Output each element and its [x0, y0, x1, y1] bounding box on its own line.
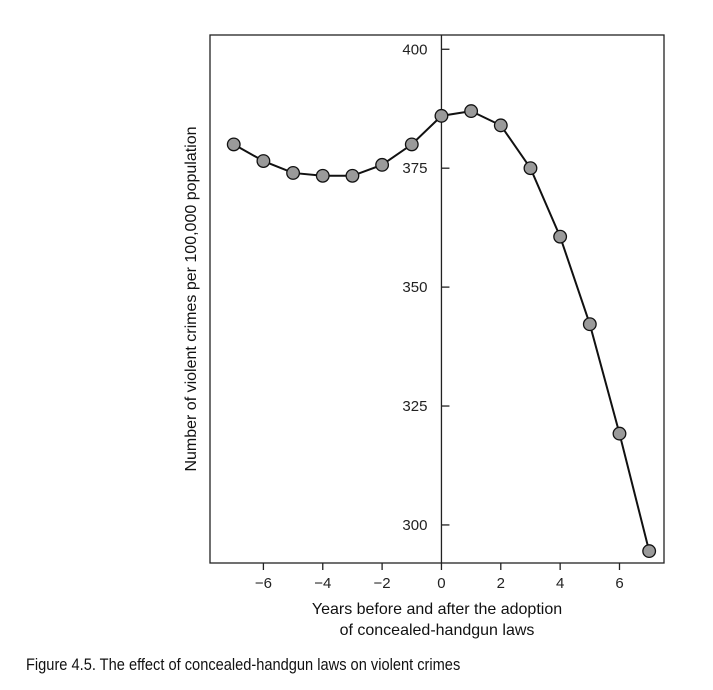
- data-point: [375, 157, 390, 172]
- y-tick-label: 400: [402, 41, 427, 58]
- data-points: [226, 104, 657, 559]
- data-point: [404, 137, 419, 152]
- x-axis-title-line1: Years before and after the adoption: [312, 601, 562, 618]
- x-tick-label: −4: [314, 575, 331, 592]
- x-axis-title-line2: of concealed-handgun laws: [340, 622, 535, 639]
- x-tick-label: −2: [374, 575, 391, 592]
- x-axis-ticks: −6 −4 −2 0 2 4 6: [255, 563, 624, 592]
- x-tick-label: 4: [556, 575, 564, 592]
- data-point: [464, 104, 479, 119]
- data-point: [256, 154, 271, 169]
- x-tick-label: −6: [255, 575, 272, 592]
- x-tick-label: 0: [437, 575, 445, 592]
- figure-caption: Figure 4.5. The effect of concealed-hand…: [26, 655, 461, 674]
- y-tick-label: 375: [402, 160, 427, 177]
- plot-frame: [209, 34, 665, 564]
- x-tick-label: 2: [497, 575, 505, 592]
- data-point: [553, 229, 568, 244]
- y-tick-label: 325: [402, 398, 427, 415]
- data-point: [345, 168, 360, 183]
- data-point: [286, 165, 301, 180]
- data-point: [434, 108, 449, 123]
- data-point: [582, 317, 597, 332]
- y-axis-title: Number of violent crimes per 100,000 pop…: [183, 126, 200, 471]
- data-point: [493, 118, 508, 133]
- y-tick-label: 350: [402, 279, 427, 296]
- y-tick-label: 300: [402, 517, 427, 534]
- x-tick-label: 6: [615, 575, 623, 592]
- data-point: [612, 426, 627, 441]
- data-point: [315, 168, 330, 183]
- data-point: [226, 137, 241, 152]
- data-point: [523, 161, 538, 176]
- y-axis-ticks: 300 325 350 375 400: [402, 41, 450, 534]
- data-point: [642, 544, 657, 559]
